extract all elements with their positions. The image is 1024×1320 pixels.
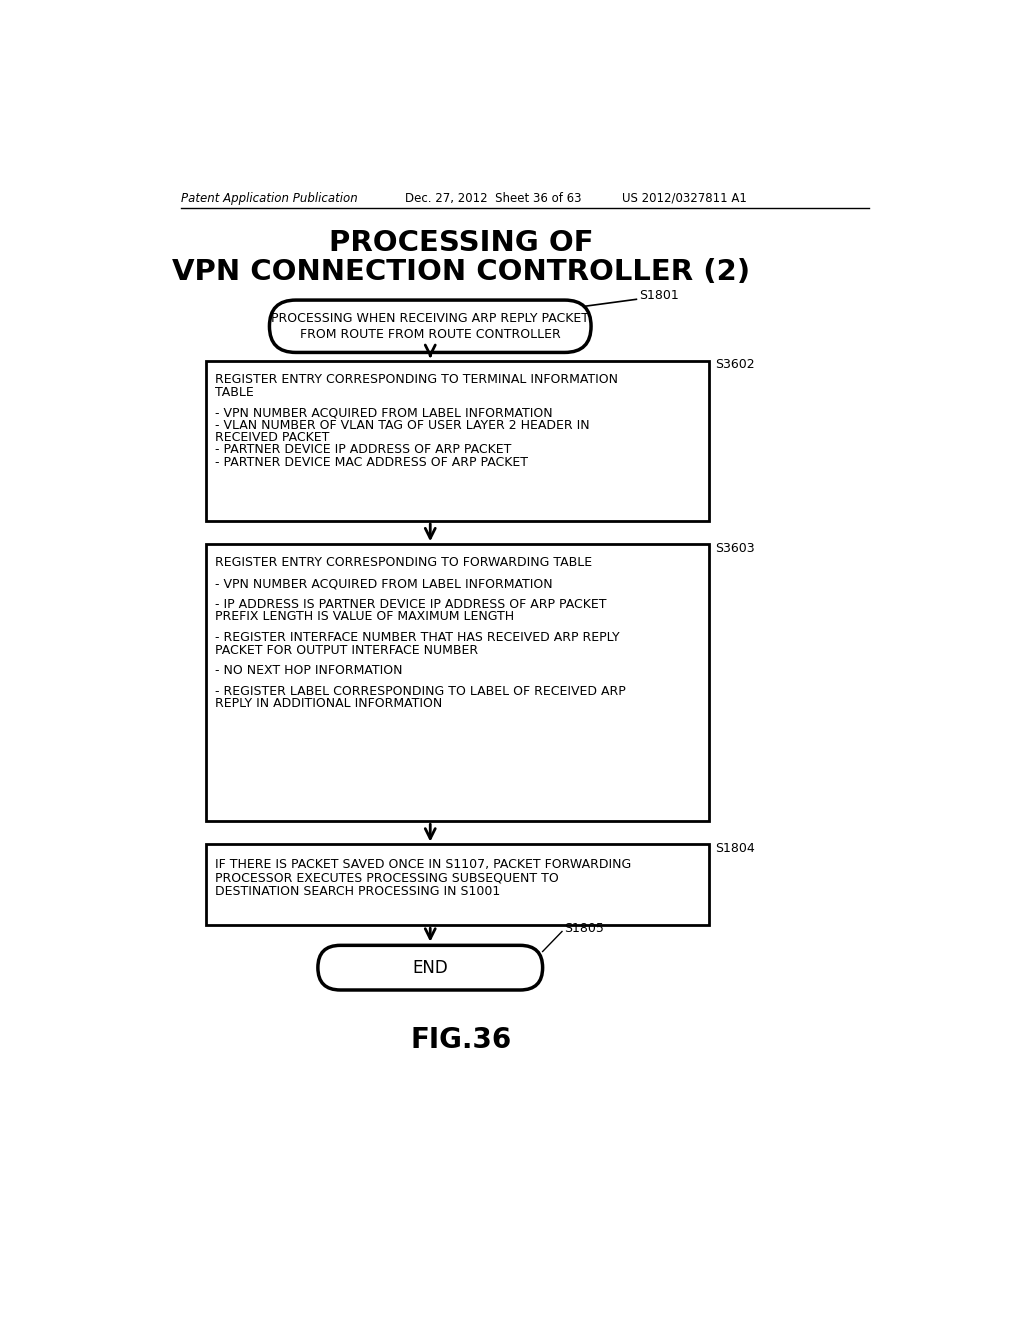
Text: - IP ADDRESS IS PARTNER DEVICE IP ADDRESS OF ARP PACKET: - IP ADDRESS IS PARTNER DEVICE IP ADDRES… — [215, 598, 606, 611]
Text: FROM ROUTE FROM ROUTE CONTROLLER: FROM ROUTE FROM ROUTE CONTROLLER — [300, 329, 560, 342]
Text: Dec. 27, 2012  Sheet 36 of 63: Dec. 27, 2012 Sheet 36 of 63 — [406, 191, 582, 205]
Text: - VPN NUMBER ACQUIRED FROM LABEL INFORMATION: - VPN NUMBER ACQUIRED FROM LABEL INFORMA… — [215, 577, 552, 590]
Text: Patent Application Publication: Patent Application Publication — [180, 191, 357, 205]
Text: PROCESSING WHEN RECEIVING ARP REPLY PACKET: PROCESSING WHEN RECEIVING ARP REPLY PACK… — [271, 312, 589, 325]
Bar — [206, 360, 710, 521]
FancyBboxPatch shape — [269, 300, 591, 352]
Text: US 2012/0327811 A1: US 2012/0327811 A1 — [623, 191, 748, 205]
Text: S1804: S1804 — [715, 842, 755, 855]
Text: PROCESSOR EXECUTES PROCESSING SUBSEQUENT TO: PROCESSOR EXECUTES PROCESSING SUBSEQUENT… — [215, 871, 558, 884]
Text: S3603: S3603 — [715, 541, 755, 554]
Text: DESTINATION SEARCH PROCESSING IN S1001: DESTINATION SEARCH PROCESSING IN S1001 — [215, 884, 500, 898]
Text: - VPN NUMBER ACQUIRED FROM LABEL INFORMATION: - VPN NUMBER ACQUIRED FROM LABEL INFORMA… — [215, 407, 552, 420]
Text: REGISTER ENTRY CORRESPONDING TO TERMINAL INFORMATION: REGISTER ENTRY CORRESPONDING TO TERMINAL… — [215, 374, 617, 387]
Text: - REGISTER LABEL CORRESPONDING TO LABEL OF RECEIVED ARP: - REGISTER LABEL CORRESPONDING TO LABEL … — [215, 685, 626, 698]
Text: IF THERE IS PACKET SAVED ONCE IN S1107, PACKET FORWARDING: IF THERE IS PACKET SAVED ONCE IN S1107, … — [215, 858, 631, 871]
Text: VPN CONNECTION CONTROLLER (2): VPN CONNECTION CONTROLLER (2) — [172, 259, 751, 286]
Text: RECEIVED PACKET: RECEIVED PACKET — [215, 430, 329, 444]
Text: S1801: S1801 — [639, 289, 679, 302]
Text: S1805: S1805 — [564, 921, 604, 935]
Text: PROCESSING OF: PROCESSING OF — [329, 230, 594, 257]
FancyBboxPatch shape — [317, 945, 543, 990]
Text: - REGISTER INTERFACE NUMBER THAT HAS RECEIVED ARP REPLY: - REGISTER INTERFACE NUMBER THAT HAS REC… — [215, 631, 620, 644]
Text: TABLE: TABLE — [215, 385, 254, 399]
Text: PACKET FOR OUTPUT INTERFACE NUMBER: PACKET FOR OUTPUT INTERFACE NUMBER — [215, 644, 478, 656]
Text: REPLY IN ADDITIONAL INFORMATION: REPLY IN ADDITIONAL INFORMATION — [215, 697, 442, 710]
Bar — [206, 845, 710, 925]
Text: - PARTNER DEVICE IP ADDRESS OF ARP PACKET: - PARTNER DEVICE IP ADDRESS OF ARP PACKE… — [215, 444, 511, 457]
Text: REGISTER ENTRY CORRESPONDING TO FORWARDING TABLE: REGISTER ENTRY CORRESPONDING TO FORWARDI… — [215, 557, 592, 569]
Text: FIG.36: FIG.36 — [411, 1026, 512, 1055]
Bar — [206, 544, 710, 821]
Text: S3602: S3602 — [715, 358, 755, 371]
Text: - NO NEXT HOP INFORMATION: - NO NEXT HOP INFORMATION — [215, 664, 402, 677]
Text: PREFIX LENGTH IS VALUE OF MAXIMUM LENGTH: PREFIX LENGTH IS VALUE OF MAXIMUM LENGTH — [215, 610, 514, 623]
Text: - PARTNER DEVICE MAC ADDRESS OF ARP PACKET: - PARTNER DEVICE MAC ADDRESS OF ARP PACK… — [215, 455, 527, 469]
Text: - VLAN NUMBER OF VLAN TAG OF USER LAYER 2 HEADER IN: - VLAN NUMBER OF VLAN TAG OF USER LAYER … — [215, 418, 590, 432]
Text: END: END — [413, 958, 449, 977]
